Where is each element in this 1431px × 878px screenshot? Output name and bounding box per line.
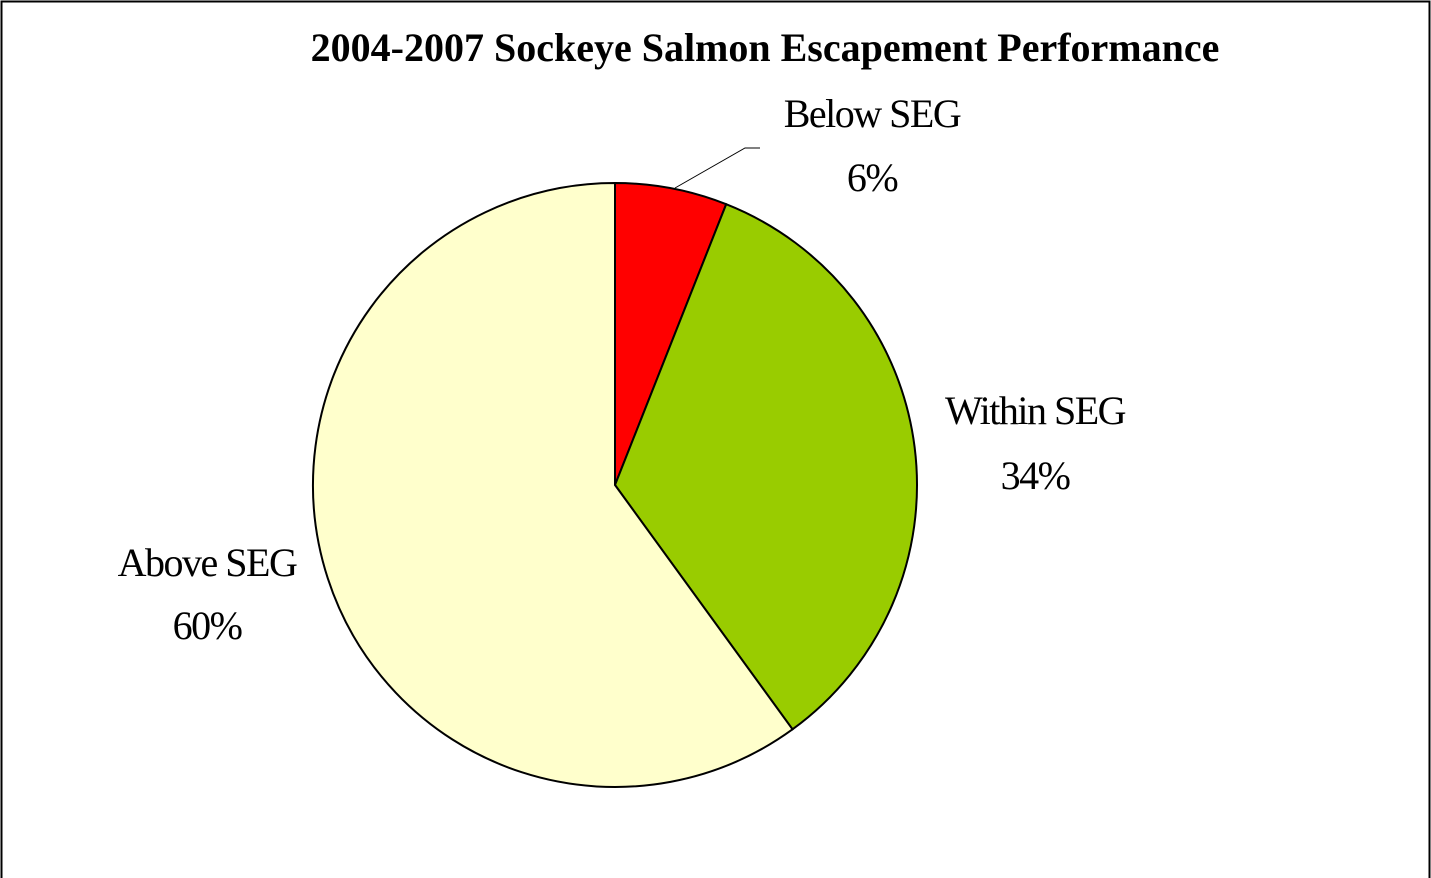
slice-label: Within SEG [945, 388, 1126, 433]
slice-label: Above SEG [118, 540, 297, 585]
value-label: 60% [173, 603, 242, 648]
value-label: 6% [847, 155, 898, 200]
slice-label: Below SEG [784, 91, 961, 136]
pie-slice [613, 202, 918, 731]
chart-title: 2004-2007 Sockeye Salmon Escapement Perf… [311, 25, 1220, 70]
pie-slice [312, 181, 794, 788]
leader-line [674, 147, 760, 189]
value-label: 34% [1001, 453, 1070, 498]
